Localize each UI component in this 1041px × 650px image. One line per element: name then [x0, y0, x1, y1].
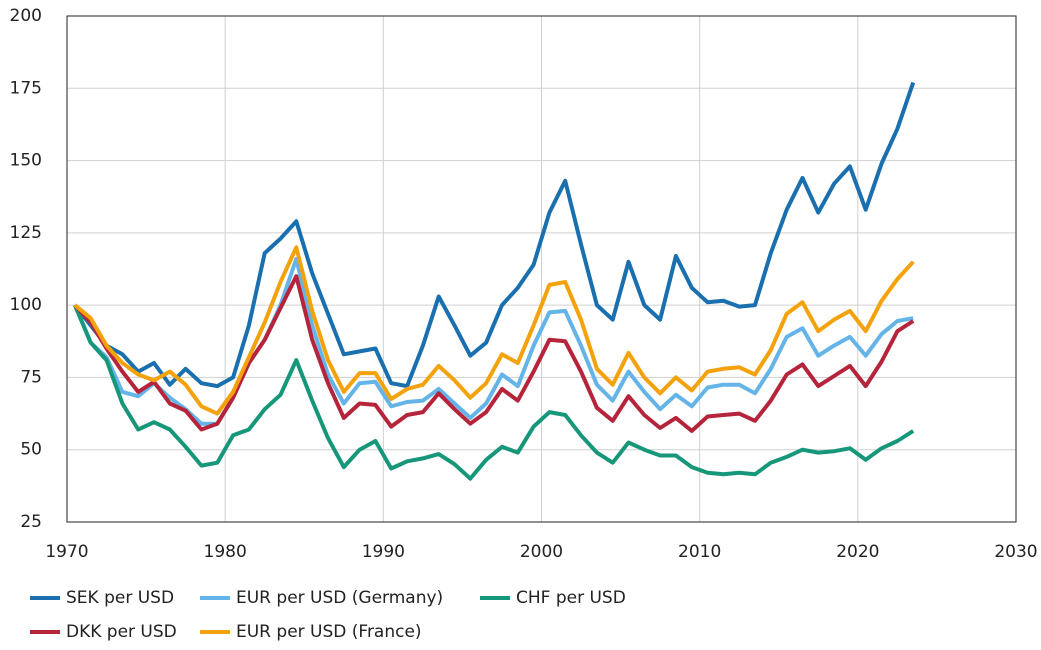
x-tick-label: 2030	[994, 542, 1037, 562]
legend-label: CHF per USD	[516, 588, 626, 608]
y-tick-label: 150	[10, 151, 42, 171]
x-tick-label: 2010	[678, 542, 721, 562]
y-tick-label: 200	[10, 6, 42, 26]
series-line	[73, 81, 916, 389]
series-line	[73, 274, 915, 433]
y-tick-label: 100	[10, 295, 42, 315]
x-tick-label: 1990	[362, 542, 405, 562]
y-tick-label: 25	[20, 512, 42, 532]
plot-frame	[66, 15, 1017, 523]
legend-label: EUR per USD (France)	[236, 622, 422, 642]
x-tick-label: 1970	[45, 542, 88, 562]
legend-label: DKK per USD	[66, 622, 177, 642]
y-tick-label: 125	[10, 223, 42, 243]
y-tick-label: 50	[20, 440, 42, 460]
x-tick-label: 1980	[204, 542, 247, 562]
legend-label: EUR per USD (Germany)	[236, 588, 443, 608]
x-tick-label: 2000	[520, 542, 563, 562]
y-tick-label: 175	[10, 78, 42, 98]
legend-label: SEK per USD	[66, 588, 174, 608]
series-line	[73, 245, 915, 416]
y-tick-label: 75	[20, 367, 42, 387]
series-line	[73, 304, 915, 481]
x-tick-label: 2020	[836, 542, 879, 562]
